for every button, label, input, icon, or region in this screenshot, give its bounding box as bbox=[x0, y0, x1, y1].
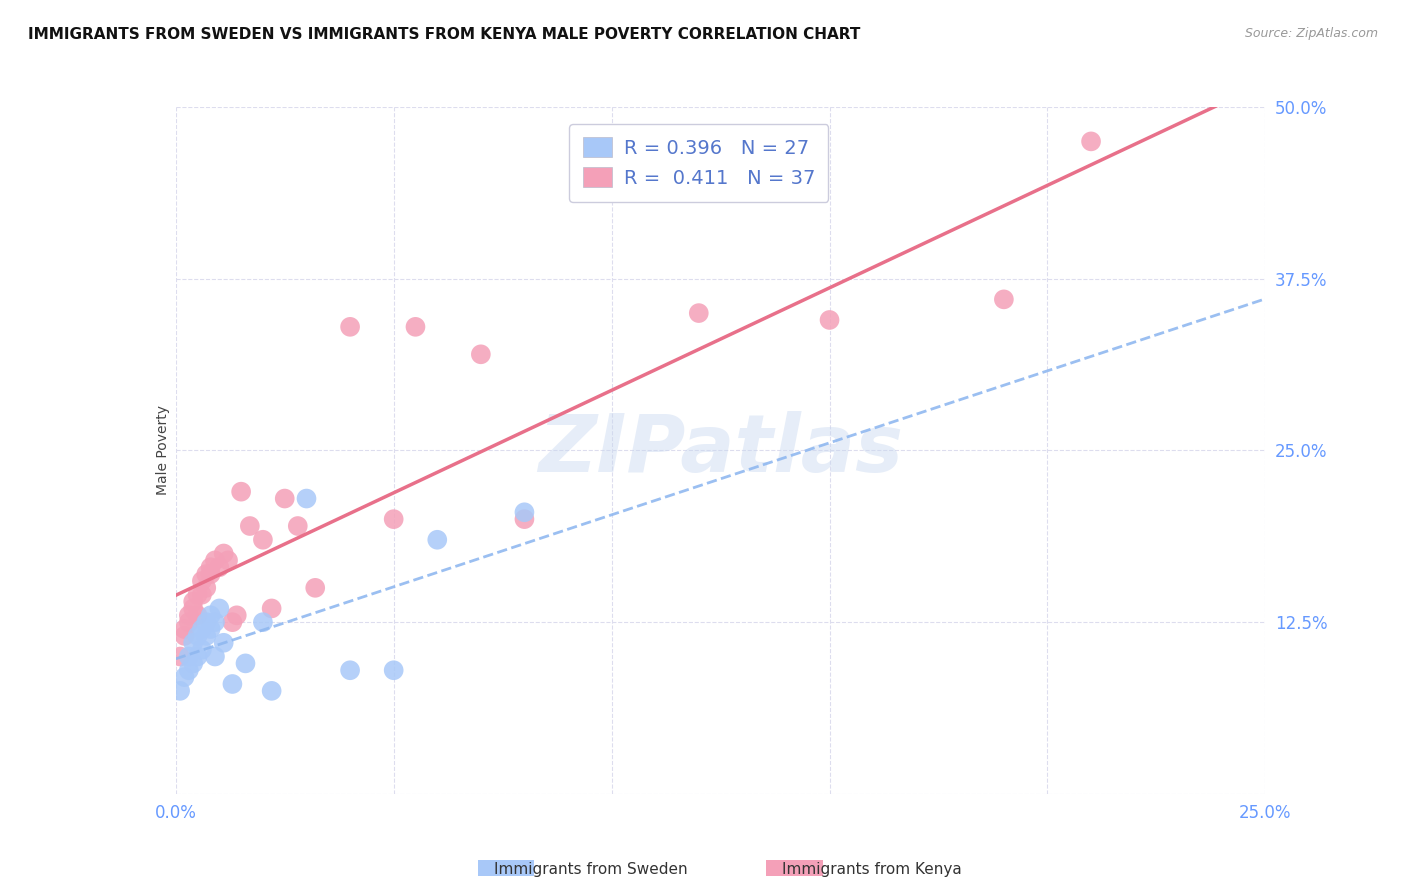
Point bbox=[177, 649, 200, 664]
Point bbox=[200, 608, 222, 623]
Text: IMMIGRANTS FROM SWEDEN VS IMMIGRANTS FROM KENYA MALE POVERTY CORRELATION CHART: IMMIGRANTS FROM SWEDEN VS IMMIGRANTS FRO… bbox=[28, 27, 860, 42]
Point bbox=[181, 636, 204, 650]
Point bbox=[191, 642, 214, 657]
Point bbox=[513, 512, 536, 526]
Point bbox=[405, 319, 427, 334]
Point bbox=[204, 615, 226, 630]
Point bbox=[169, 649, 191, 664]
Point bbox=[212, 546, 235, 561]
Point bbox=[252, 533, 274, 547]
Point bbox=[186, 608, 209, 623]
Point bbox=[186, 629, 209, 643]
Text: Source: ZipAtlas.com: Source: ZipAtlas.com bbox=[1244, 27, 1378, 40]
Point bbox=[225, 608, 247, 623]
Point bbox=[195, 615, 218, 630]
Point bbox=[195, 629, 218, 643]
Point bbox=[470, 347, 492, 361]
Point bbox=[513, 505, 536, 519]
Point bbox=[231, 484, 253, 499]
Point bbox=[993, 293, 1015, 307]
Point bbox=[208, 601, 231, 615]
Point bbox=[382, 663, 405, 677]
Point bbox=[260, 683, 283, 698]
Point bbox=[204, 553, 226, 567]
Point bbox=[1080, 134, 1102, 148]
Point bbox=[177, 663, 200, 677]
Point bbox=[181, 657, 204, 671]
Point bbox=[304, 581, 326, 595]
Point bbox=[169, 683, 191, 698]
Point bbox=[221, 677, 243, 691]
Point bbox=[200, 567, 222, 582]
Y-axis label: Male Poverty: Male Poverty bbox=[156, 406, 170, 495]
Point bbox=[173, 670, 195, 684]
Point bbox=[191, 622, 214, 636]
Point bbox=[239, 519, 262, 533]
Point bbox=[287, 519, 309, 533]
Point bbox=[191, 588, 214, 602]
Point bbox=[339, 319, 361, 334]
Point bbox=[688, 306, 710, 320]
Point bbox=[818, 313, 841, 327]
Point bbox=[295, 491, 318, 506]
Point bbox=[208, 560, 231, 574]
Point bbox=[186, 588, 209, 602]
Point bbox=[204, 649, 226, 664]
Text: Immigrants from Sweden: Immigrants from Sweden bbox=[494, 863, 688, 877]
Point bbox=[173, 629, 195, 643]
Point bbox=[382, 512, 405, 526]
Point bbox=[200, 622, 222, 636]
Point bbox=[181, 601, 204, 615]
Point bbox=[191, 574, 214, 588]
Point bbox=[200, 560, 222, 574]
Point bbox=[195, 581, 218, 595]
Text: Immigrants from Kenya: Immigrants from Kenya bbox=[782, 863, 962, 877]
Point bbox=[260, 601, 283, 615]
Point bbox=[221, 615, 243, 630]
Point bbox=[212, 636, 235, 650]
Point bbox=[186, 649, 209, 664]
Point bbox=[274, 491, 297, 506]
Text: ZIPatlas: ZIPatlas bbox=[538, 411, 903, 490]
Point bbox=[426, 533, 449, 547]
Legend: R = 0.396   N = 27, R =  0.411   N = 37: R = 0.396 N = 27, R = 0.411 N = 37 bbox=[569, 124, 828, 202]
Point bbox=[217, 553, 239, 567]
Point bbox=[177, 615, 200, 630]
Point bbox=[235, 657, 257, 671]
Point bbox=[339, 663, 361, 677]
Point bbox=[181, 594, 204, 608]
Point bbox=[173, 622, 195, 636]
Point bbox=[252, 615, 274, 630]
Point bbox=[177, 608, 200, 623]
Point bbox=[195, 567, 218, 582]
